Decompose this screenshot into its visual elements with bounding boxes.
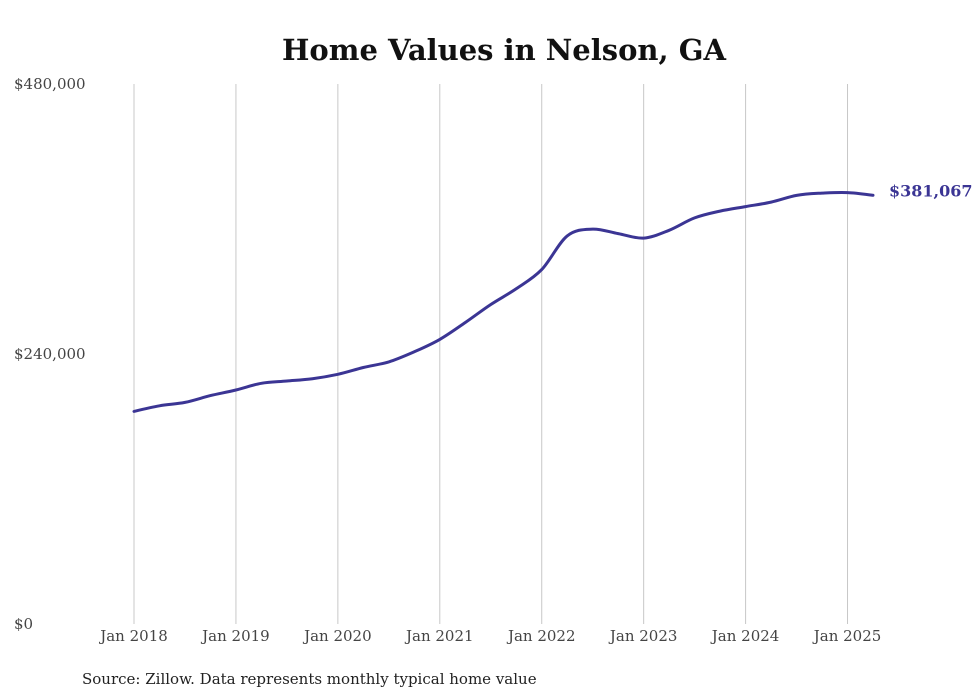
grid <box>133 84 849 624</box>
chart-title: Home Values in Nelson, GA <box>282 33 726 67</box>
x-tick-label: Jan 2018 <box>98 627 168 645</box>
x-tick-label: Jan 2024 <box>710 627 780 645</box>
x-tick-label: Jan 2022 <box>506 627 576 645</box>
y-tick-label: $480,000 <box>14 75 86 93</box>
x-tick-label: Jan 2020 <box>302 627 372 645</box>
y-axis-ticks: $0 $240,000 $480,000 <box>14 75 86 633</box>
x-tick-label: Jan 2023 <box>608 627 678 645</box>
x-tick-label: Jan 2025 <box>812 627 882 645</box>
source-note: Source: Zillow. Data represents monthly … <box>82 670 537 688</box>
y-tick-label: $0 <box>14 615 33 633</box>
end-value-label: $381,067 <box>889 181 973 200</box>
x-axis-ticks: Jan 2018 Jan 2019 Jan 2020 Jan 2021 Jan 2022… <box>98 627 881 645</box>
x-tick-label: Jan 2019 <box>200 627 270 645</box>
x-tick-label: Jan 2021 <box>404 627 474 645</box>
y-tick-label: $240,000 <box>14 345 86 363</box>
series-line <box>132 190 875 413</box>
